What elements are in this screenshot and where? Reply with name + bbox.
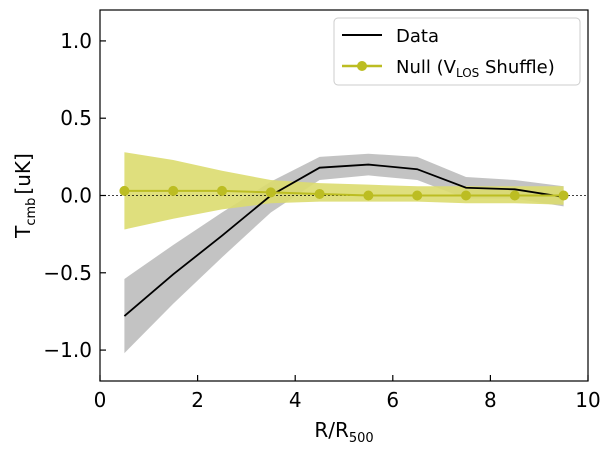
uncertainty-bands	[124, 152, 564, 354]
x-tick-label-3: 6	[386, 388, 399, 412]
band-data	[124, 153, 564, 354]
y-tick-label-4: −1.0	[43, 338, 92, 362]
null-point-4	[314, 188, 325, 199]
null-point-5	[363, 190, 374, 201]
legend-box	[333, 17, 581, 86]
x-tick-label-1: 2	[191, 388, 204, 412]
y-tick-label-0: 1.0	[60, 29, 92, 53]
x-tick-label-4: 8	[484, 388, 497, 412]
y-tick-label-1: 0.5	[60, 106, 92, 130]
legend-data-label: Data	[396, 26, 439, 47]
y-axis-ticks: 1.0 0.5 0.0 −0.5 −1.0	[43, 29, 106, 362]
null-point-7	[461, 190, 471, 201]
band-null	[124, 152, 564, 230]
x-tick-label-5: 10	[575, 388, 600, 412]
x-axis-ticks: 0 2 4 6 8 10	[94, 375, 601, 412]
series-lines	[123, 163, 564, 317]
null-point-6	[412, 190, 423, 201]
legend: Data Null (VLOS Shuffle)	[333, 17, 581, 86]
y-tick-label-2: 0.0	[60, 184, 92, 208]
null-point-2	[217, 185, 227, 196]
x-tick-label-0: 0	[94, 388, 107, 412]
null-point-3	[265, 187, 276, 198]
line-data	[123, 163, 564, 317]
null-point-8	[509, 190, 520, 201]
legend-null-label: Null (VLOS Shuffle)	[396, 57, 555, 80]
y-tick-label-3: −0.5	[43, 261, 92, 285]
null-point-9	[558, 190, 569, 201]
x-axis-label: R/R500	[314, 418, 373, 446]
y-axis-label: Tcmb[uK]	[11, 153, 39, 239]
series-markers	[119, 185, 569, 201]
null-point-0	[119, 185, 130, 196]
null-point-1	[168, 185, 179, 196]
legend-null-marker	[357, 61, 367, 71]
line-null	[124, 189, 564, 197]
x-tick-label-2: 4	[289, 388, 302, 412]
